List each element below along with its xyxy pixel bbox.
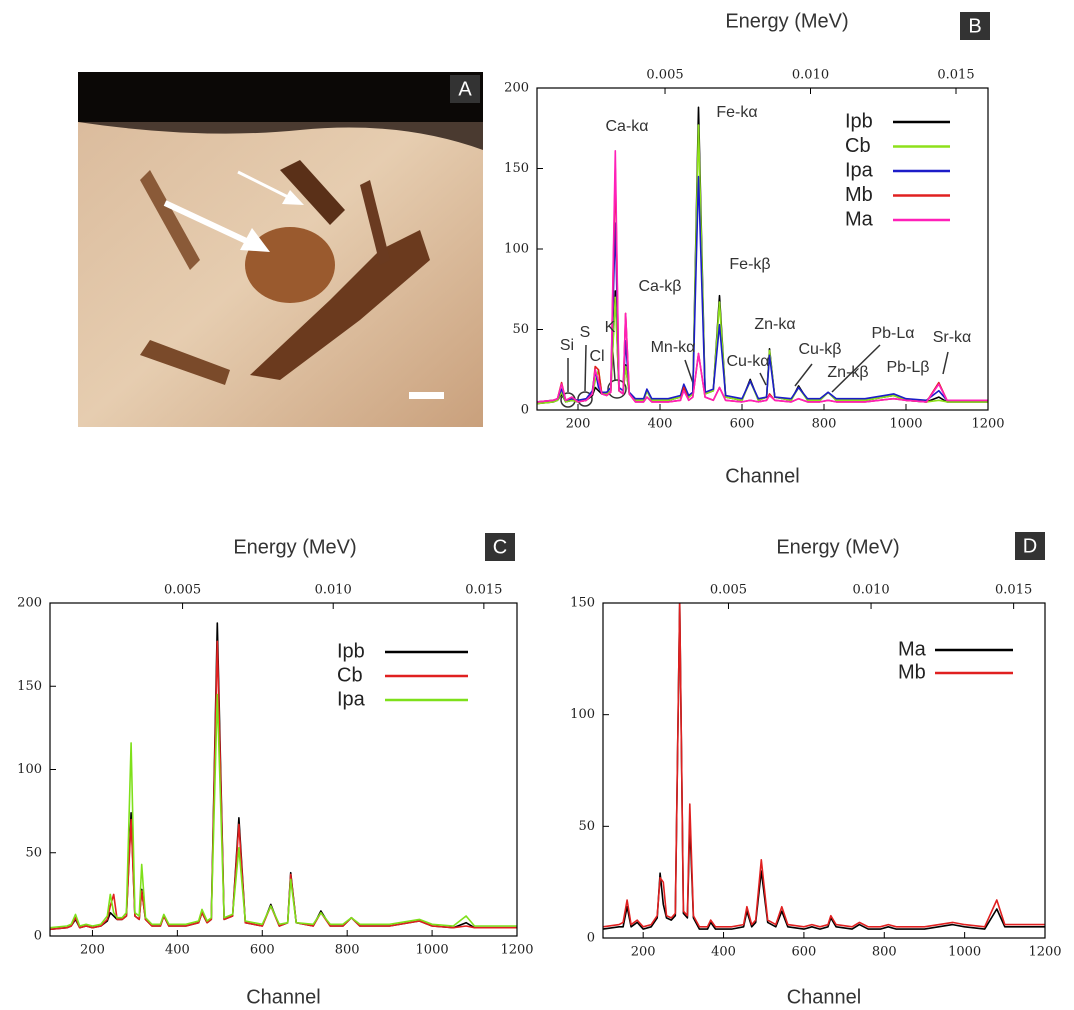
peak-annotation: Cu-kβ — [799, 341, 842, 358]
figure: A 200400600800100012000501001502000.0050… — [0, 0, 1074, 1010]
peak-annotation: Cu-kα — [726, 353, 769, 370]
y-tick-label: 50 — [25, 845, 42, 860]
chart-panel: 200 400 600 800 1000 1200 0 50 100 150 200 0.005 0.0… — [504, 10, 1004, 487]
panel-label: C — [493, 536, 507, 558]
peak-annotation: K — [605, 319, 616, 336]
series-line — [50, 641, 517, 929]
y-tick-label: 100 — [504, 242, 529, 257]
legend-label: Cb — [845, 135, 871, 157]
legend-label: Ma — [898, 638, 927, 660]
series-line — [603, 603, 1045, 927]
x-tick-label: 600 — [730, 417, 755, 432]
chart-panel: 200 400 600 800 1000 1200 0 50 100 150 200 0.005 0.0… — [17, 533, 533, 1008]
legend-label: Mb — [898, 661, 926, 683]
leader-line — [760, 373, 766, 385]
legend-label: Ipb — [337, 640, 365, 662]
chart-panel: 200 400 600 800 1000 1200 0 50 100 150 0.005 0.010 0… — [570, 532, 1061, 1008]
x-tick-label: 600 — [791, 945, 816, 960]
x2-tick-label: 0.010 — [852, 583, 889, 598]
x-tick-label: 400 — [648, 417, 673, 432]
x-tick-label: 200 — [631, 945, 656, 960]
series-line — [50, 623, 517, 929]
leader-line — [585, 345, 586, 391]
x2-axis-title: Energy (MeV) — [725, 10, 848, 32]
x-tick-label: 200 — [566, 417, 591, 432]
panel-label: B — [968, 15, 981, 37]
x2-axis-title: Energy (MeV) — [233, 536, 356, 558]
x-tick-label: 400 — [165, 943, 190, 958]
peak-annotation: Ca-kα — [605, 118, 648, 135]
panel-label: D — [1023, 535, 1037, 557]
x-tick-label: 400 — [711, 945, 736, 960]
y-tick-label: 150 — [17, 679, 42, 694]
y-tick-label: 0 — [587, 931, 595, 946]
x-axis-title: Channel — [725, 465, 800, 487]
x-tick-label: 800 — [872, 945, 897, 960]
peak-annotation: Pb-Lβ — [887, 359, 930, 376]
x-tick-label: 1200 — [971, 417, 1004, 432]
y-tick-label: 150 — [504, 161, 529, 176]
x2-axis-title: Energy (MeV) — [776, 536, 899, 558]
x-tick-label: 1000 — [889, 417, 922, 432]
x-tick-label: 1200 — [500, 943, 533, 958]
series-line — [50, 695, 517, 928]
series-line — [603, 603, 1045, 929]
x2-tick-label: 0.005 — [710, 583, 747, 598]
x-tick-label: 800 — [812, 417, 837, 432]
peak-annotation: Sr-kα — [933, 329, 972, 346]
legend-label: Ipa — [337, 688, 366, 710]
x-tick-label: 800 — [335, 943, 360, 958]
y-tick-label: 100 — [17, 762, 42, 777]
x-tick-label: 1200 — [1028, 945, 1061, 960]
x-axis-title: Channel — [787, 986, 862, 1008]
x2-tick-label: 0.010 — [315, 583, 352, 598]
leader-line — [795, 364, 812, 386]
peak-annotation: Pb-Lα — [871, 325, 914, 342]
y-tick-label: 0 — [521, 403, 529, 418]
peak-annotation: Fe-kβ — [729, 256, 770, 273]
y-tick-label: 0 — [34, 929, 42, 944]
x2-tick-label: 0.005 — [646, 68, 683, 83]
peak-annotation: Ca-kβ — [639, 278, 682, 295]
x-tick-label: 1000 — [948, 945, 981, 960]
y-tick-label: 200 — [17, 596, 42, 611]
peak-annotation: Fe-kα — [716, 104, 757, 121]
x2-tick-label: 0.015 — [465, 583, 502, 598]
x-tick-label: 1000 — [416, 943, 449, 958]
peak-annotation: S — [580, 324, 591, 341]
peak-annotation: Mn-kα — [651, 339, 696, 356]
y-tick-label: 50 — [578, 819, 595, 834]
photo-dark-band — [78, 72, 483, 122]
legend-label: Cb — [337, 664, 363, 686]
legend-label: Mb — [845, 184, 873, 206]
scale-bar — [409, 392, 444, 399]
peak-annotation: Zn-kβ — [827, 364, 868, 381]
x-axis-title: Channel — [246, 986, 321, 1008]
plot-frame — [603, 603, 1045, 938]
legend-label: Ma — [845, 208, 874, 230]
legend-label: Ipb — [845, 110, 873, 132]
panel-label: A — [458, 78, 472, 100]
leader-line — [943, 352, 948, 374]
peak-annotation: Si — [560, 337, 574, 354]
photo-panel: A — [78, 72, 483, 427]
x2-tick-label: 0.005 — [164, 583, 201, 598]
y-tick-label: 200 — [504, 81, 529, 96]
y-tick-label: 150 — [570, 596, 595, 611]
x2-tick-label: 0.010 — [792, 68, 829, 83]
x-tick-label: 200 — [80, 943, 105, 958]
x-tick-label: 600 — [250, 943, 275, 958]
leader-line — [685, 360, 693, 383]
x2-tick-label: 0.015 — [937, 68, 974, 83]
y-tick-label: 100 — [570, 707, 595, 722]
y-tick-label: 50 — [512, 322, 529, 337]
peak-annotation: Zn-kα — [754, 316, 795, 333]
legend-label: Ipa — [845, 159, 874, 181]
x2-tick-label: 0.015 — [995, 583, 1032, 598]
peak-annotation: Cl — [589, 348, 604, 365]
